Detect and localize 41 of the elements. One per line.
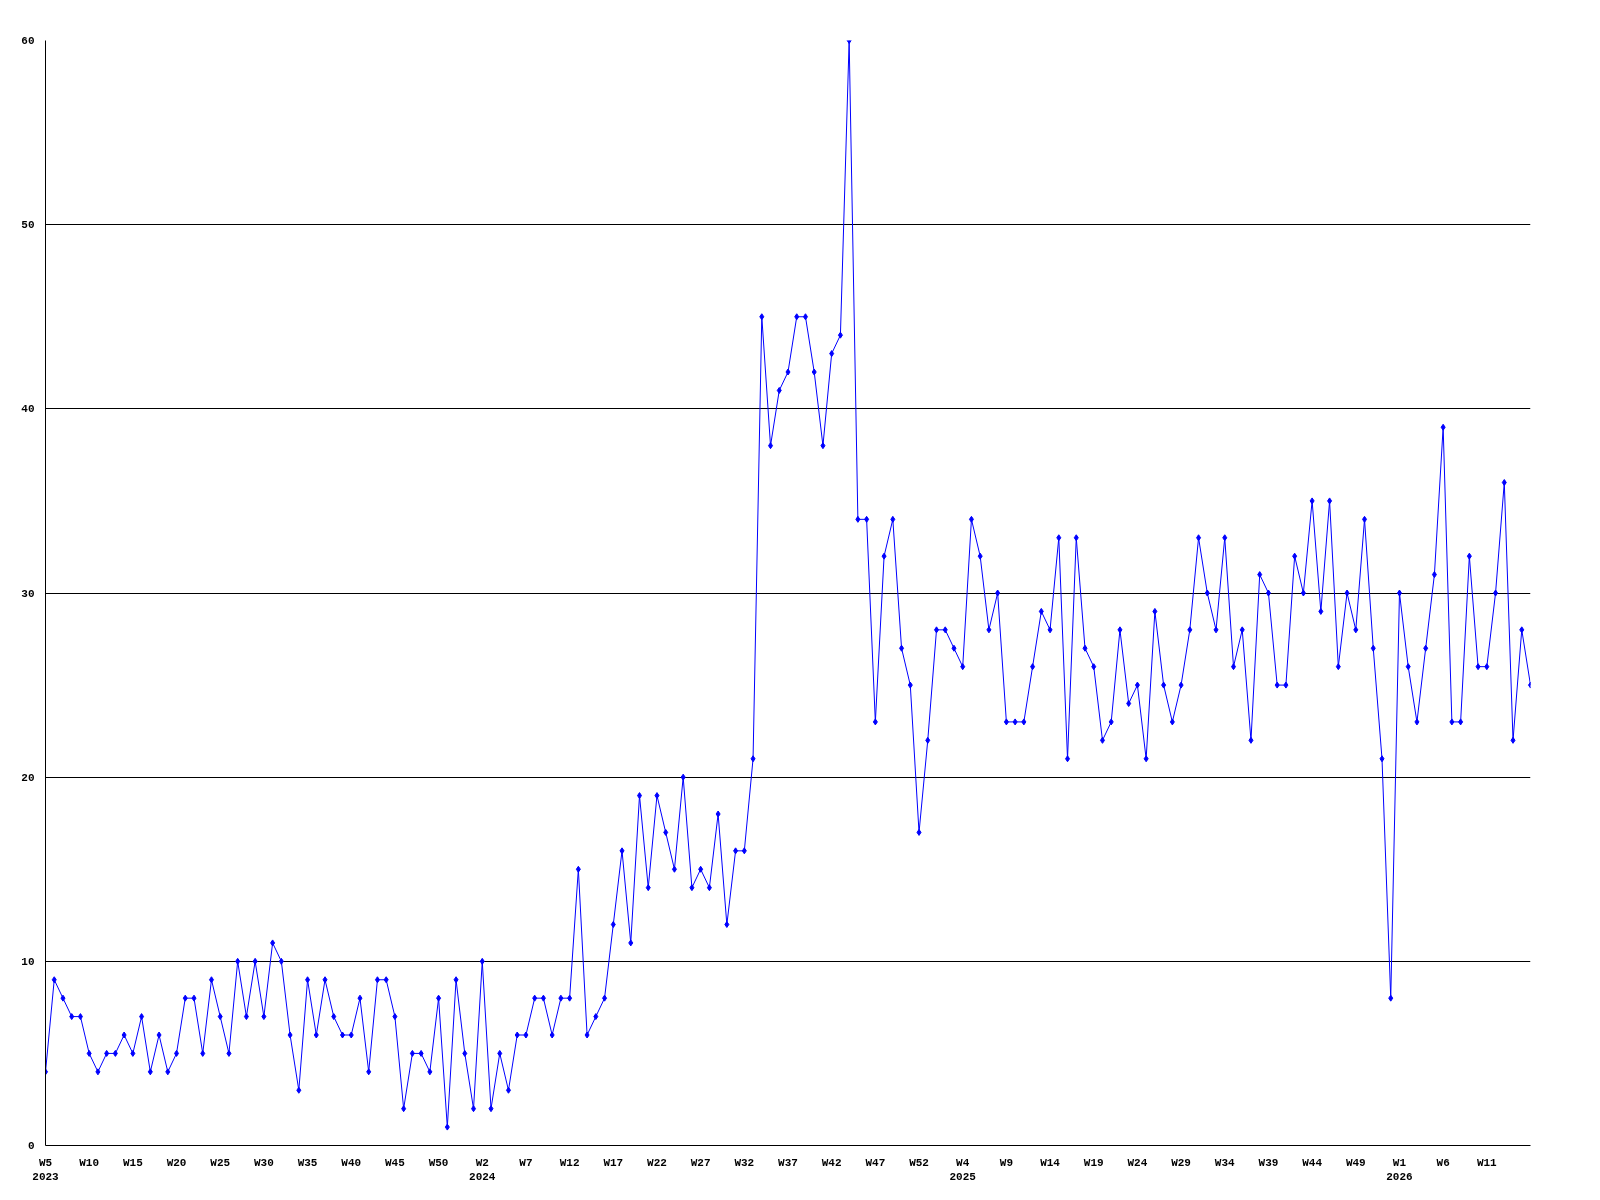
x-tick-label: W45 [385, 1156, 406, 1169]
x-tick-label: W11 [1476, 1156, 1498, 1169]
x-tick-label: W25 [210, 1156, 231, 1169]
x-tick-label: W24 [1127, 1156, 1148, 1169]
x-tick-label: W37 [778, 1156, 798, 1169]
x-tick-label: W42 [821, 1156, 842, 1169]
x-tick-label: W52 [909, 1156, 929, 1169]
x-tick-label: W2 2024 [469, 1156, 496, 1183]
x-tick-label: W1 2026 [1386, 1156, 1413, 1183]
x-tick-label: W6 [1436, 1156, 1450, 1169]
x-tick-label: W22 [647, 1156, 667, 1169]
y-tick-label: 30 [21, 587, 35, 600]
x-tick-label: W34 [1214, 1156, 1236, 1169]
y-tick-label: 0 [27, 1140, 35, 1152]
x-tick-label: W29 [1171, 1156, 1191, 1169]
x-tick-label: W47 [865, 1156, 886, 1169]
x-tick-label: W5 2023 [32, 1156, 60, 1183]
x-tick-label: W27 [690, 1156, 711, 1169]
x-tick-label: W39 [1258, 1156, 1279, 1169]
x-tick-label: W17 [603, 1156, 624, 1169]
x-tick-label: W50 [428, 1156, 449, 1169]
x-tick-label: W9 [999, 1156, 1013, 1169]
x-tick-label: W32 [734, 1156, 755, 1169]
x-tick-label: W4 2025 [949, 1156, 977, 1183]
x-tick-label: W49 [1345, 1156, 1366, 1169]
y-tick-label: 20 [21, 771, 35, 784]
x-tick-label: W40 [341, 1156, 362, 1169]
x-tick-label: W20 [166, 1156, 187, 1169]
x-tick-label: W10 [79, 1156, 100, 1169]
x-tick-label: W12 [559, 1156, 580, 1169]
y-tick-label: 60 [21, 35, 35, 47]
x-tick-label: W35 [297, 1156, 318, 1169]
x-tick-label: W7 [519, 1156, 533, 1169]
x-tick-label: W30 [253, 1156, 274, 1169]
x-tick-label: W44 [1302, 1156, 1323, 1169]
x-tick-label: W14 [1040, 1156, 1061, 1169]
y-tick-label: 50 [21, 219, 35, 232]
y-tick-label: 40 [21, 403, 35, 416]
y-tick-label: 10 [21, 955, 35, 968]
x-tick-label: W15 [122, 1156, 144, 1169]
x-tick-label: W19 [1083, 1156, 1104, 1169]
